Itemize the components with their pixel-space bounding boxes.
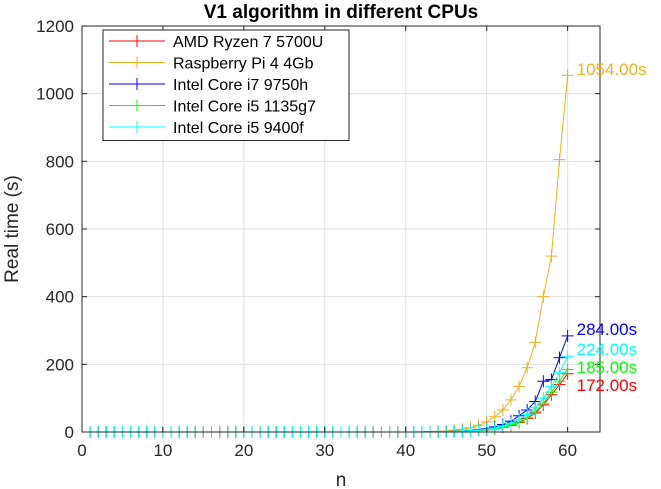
x-tick-label: 60 [558,441,577,460]
data-point [496,419,509,432]
y-tick-label: 800 [46,152,74,171]
legend-label: AMD Ryzen 7 5700U [173,34,323,51]
y-tick-label: 1200 [36,17,74,36]
x-tick-label: 30 [315,441,334,460]
x-tick-label: 40 [396,441,415,460]
data-point [553,153,566,166]
x-tick-label: 10 [153,441,172,460]
legend-marker [131,78,143,90]
data-point [537,392,550,405]
data-point [529,401,542,414]
data-point [561,363,574,376]
legend-label: Intel Core i5 1135g7 [173,99,316,116]
end-value-label: 185.00s [577,358,638,377]
data-point [472,424,485,437]
data-point [504,417,517,430]
x-axis-title: n [336,470,347,489]
data-point [561,350,574,363]
data-point [513,380,526,393]
legend-item: Intel Core i5 1135g7 [109,99,316,116]
data-point [553,351,566,364]
data-point [537,375,550,388]
y-tick-label: 0 [65,423,74,442]
y-axis-title: Real time (s) [2,175,23,283]
data-point [488,410,501,423]
data-point [513,413,526,426]
data-point [561,329,574,342]
data-point [537,290,550,303]
y-tick-label: 200 [46,355,74,374]
data-point [561,69,574,82]
legend-marker [131,121,143,133]
legend-marker [131,56,143,69]
legend-label: Raspberry Pi 4 4Gb [173,56,314,73]
legend-item: Intel Core i5 9400f [109,120,304,137]
legend: AMD Ryzen 7 5700U Raspberry Pi 4 4Gb Intel… [102,29,350,141]
data-point [521,361,534,374]
legend-marker [131,35,143,47]
legend-item: Intel Core i7 9750h [109,77,308,94]
legend-label: Intel Core i7 9750h [173,77,308,94]
data-point [553,366,566,379]
end-value-label: 224.00s [577,340,638,359]
x-tick-label: 50 [477,441,496,460]
legend-marker [131,99,143,112]
data-point [504,393,517,406]
data-point [529,336,542,349]
y-tick-label: 1000 [36,85,74,104]
end-value-label: 284.00s [577,320,638,339]
legend-item: Raspberry Pi 4 4Gb [109,56,314,73]
legend-label: Intel Core i5 9400f [173,120,304,137]
data-point [464,424,477,437]
data-point [545,380,558,393]
data-point [496,404,509,417]
x-tick-label: 0 [77,441,86,460]
data-point [521,408,534,421]
y-tick-label: 400 [46,288,74,307]
chart-title: V1 algorithm in different CPUs [204,2,478,23]
data-point [545,250,558,263]
end-value-label: 172.00s [577,376,638,395]
legend-item: AMD Ryzen 7 5700U [109,34,323,51]
legend-box [102,29,350,141]
y-tick-label: 600 [46,220,74,239]
end-value-label: 1054.00s [577,60,647,79]
x-tick-label: 20 [234,441,253,460]
